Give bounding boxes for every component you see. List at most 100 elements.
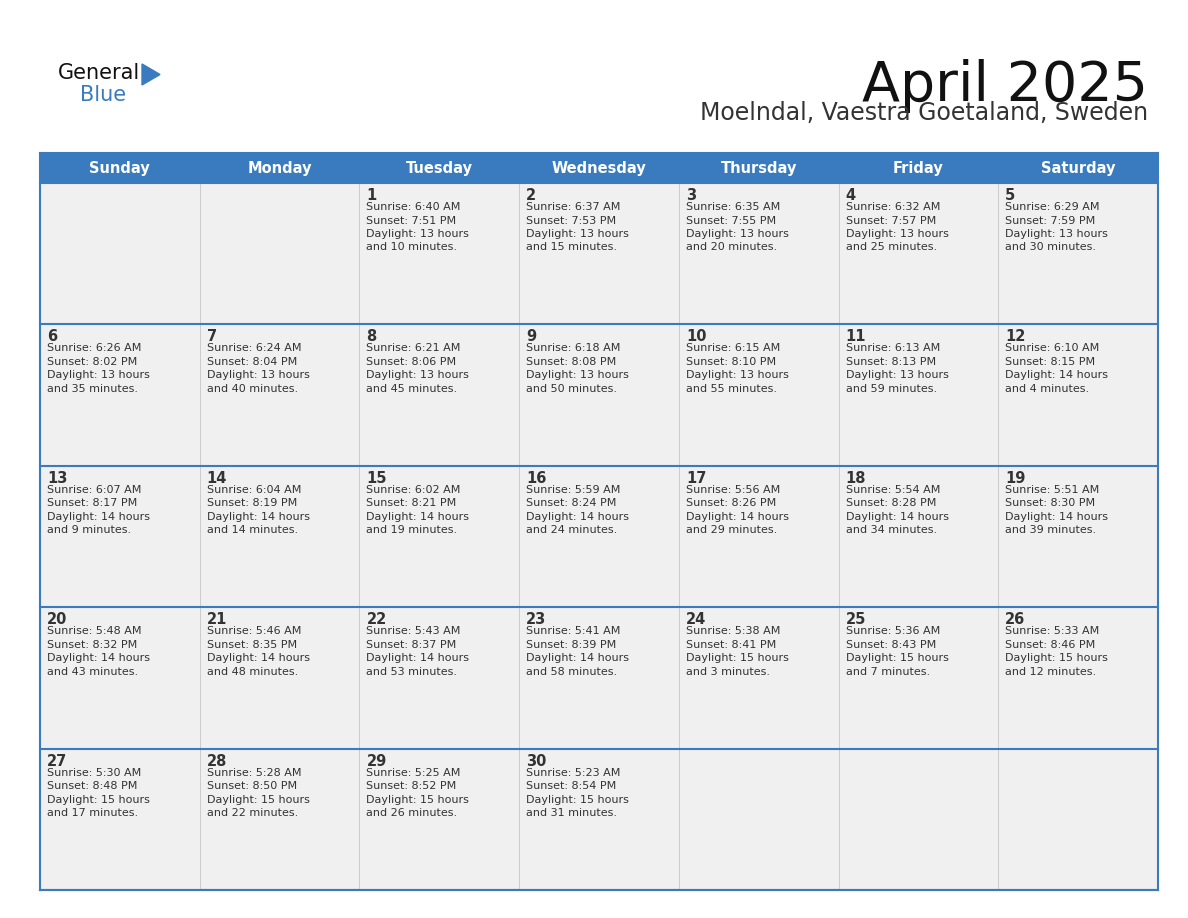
Text: Sunrise: 5:46 AM: Sunrise: 5:46 AM [207, 626, 301, 636]
Text: 15: 15 [366, 471, 387, 486]
Text: Sunset: 8:19 PM: Sunset: 8:19 PM [207, 498, 297, 509]
Text: Blue: Blue [80, 85, 126, 105]
Text: Daylight: 15 hours: Daylight: 15 hours [1005, 654, 1108, 663]
Bar [519, 183, 678, 324]
Text: Sunset: 8:48 PM: Sunset: 8:48 PM [48, 781, 138, 791]
Text: and 48 minutes.: and 48 minutes. [207, 666, 298, 677]
Text: 9: 9 [526, 330, 536, 344]
Text: and 31 minutes.: and 31 minutes. [526, 808, 617, 818]
Text: Sunset: 8:21 PM: Sunset: 8:21 PM [366, 498, 456, 509]
Text: Daylight: 15 hours: Daylight: 15 hours [207, 795, 310, 804]
Text: Sunrise: 6:35 AM: Sunrise: 6:35 AM [685, 202, 781, 212]
Text: 2: 2 [526, 188, 536, 203]
Text: Sunset: 8:24 PM: Sunset: 8:24 PM [526, 498, 617, 509]
Text: and 20 minutes.: and 20 minutes. [685, 242, 777, 252]
Text: 17: 17 [685, 471, 706, 486]
Text: Sunset: 7:55 PM: Sunset: 7:55 PM [685, 216, 776, 226]
Text: 19: 19 [1005, 471, 1025, 486]
Text: and 15 minutes.: and 15 minutes. [526, 242, 617, 252]
Bar [839, 324, 998, 465]
Text: 22: 22 [366, 612, 386, 627]
Text: Sunrise: 6:10 AM: Sunrise: 6:10 AM [1005, 343, 1100, 353]
Text: Sunrise: 5:51 AM: Sunrise: 5:51 AM [1005, 485, 1100, 495]
Text: and 4 minutes.: and 4 minutes. [1005, 384, 1089, 394]
Text: Thursday: Thursday [721, 161, 797, 175]
Text: Sunset: 8:10 PM: Sunset: 8:10 PM [685, 357, 776, 367]
Text: Sunset: 8:28 PM: Sunset: 8:28 PM [846, 498, 936, 509]
Text: 13: 13 [48, 471, 68, 486]
Text: Sunrise: 6:18 AM: Sunrise: 6:18 AM [526, 343, 620, 353]
Text: Sunset: 8:37 PM: Sunset: 8:37 PM [366, 640, 456, 650]
Text: 27: 27 [48, 754, 68, 768]
Text: Monday: Monday [247, 161, 311, 175]
Text: Tuesday: Tuesday [406, 161, 473, 175]
Text: Sunrise: 5:56 AM: Sunrise: 5:56 AM [685, 485, 781, 495]
Text: Sunset: 8:08 PM: Sunset: 8:08 PM [526, 357, 617, 367]
Text: and 10 minutes.: and 10 minutes. [366, 242, 457, 252]
Text: Daylight: 13 hours: Daylight: 13 hours [526, 370, 628, 380]
Bar [678, 153, 839, 183]
Text: Sunrise: 5:48 AM: Sunrise: 5:48 AM [48, 626, 141, 636]
Text: Sunrise: 6:04 AM: Sunrise: 6:04 AM [207, 485, 301, 495]
Text: and 45 minutes.: and 45 minutes. [366, 384, 457, 394]
Text: Daylight: 14 hours: Daylight: 14 hours [846, 512, 948, 521]
Text: Moelndal, Vaestra Goetaland, Sweden: Moelndal, Vaestra Goetaland, Sweden [700, 101, 1148, 125]
Text: Sunset: 7:57 PM: Sunset: 7:57 PM [846, 216, 936, 226]
Text: Sunset: 8:15 PM: Sunset: 8:15 PM [1005, 357, 1095, 367]
Text: and 53 minutes.: and 53 minutes. [366, 666, 457, 677]
Text: Daylight: 13 hours: Daylight: 13 hours [207, 370, 310, 380]
Text: 20: 20 [48, 612, 68, 627]
Text: Sunset: 8:43 PM: Sunset: 8:43 PM [846, 640, 936, 650]
Text: Sunrise: 5:41 AM: Sunrise: 5:41 AM [526, 626, 620, 636]
Text: Daylight: 13 hours: Daylight: 13 hours [366, 229, 469, 239]
Text: Sunrise: 5:54 AM: Sunrise: 5:54 AM [846, 485, 940, 495]
Text: 14: 14 [207, 471, 227, 486]
Bar [360, 465, 519, 607]
Text: General: General [58, 63, 140, 83]
Text: and 19 minutes.: and 19 minutes. [366, 525, 457, 535]
Text: Daylight: 15 hours: Daylight: 15 hours [846, 654, 948, 663]
Text: Sunrise: 6:37 AM: Sunrise: 6:37 AM [526, 202, 620, 212]
Text: Sunrise: 5:30 AM: Sunrise: 5:30 AM [48, 767, 141, 778]
Bar [40, 324, 200, 465]
Text: 4: 4 [846, 188, 855, 203]
Text: Sunset: 8:30 PM: Sunset: 8:30 PM [1005, 498, 1095, 509]
Text: and 43 minutes.: and 43 minutes. [48, 666, 138, 677]
Text: Daylight: 13 hours: Daylight: 13 hours [846, 370, 948, 380]
Bar [200, 153, 360, 183]
Text: Sunset: 7:51 PM: Sunset: 7:51 PM [366, 216, 456, 226]
Text: Sunrise: 5:25 AM: Sunrise: 5:25 AM [366, 767, 461, 778]
Text: Daylight: 13 hours: Daylight: 13 hours [685, 229, 789, 239]
Text: Daylight: 14 hours: Daylight: 14 hours [366, 512, 469, 521]
Text: and 7 minutes.: and 7 minutes. [846, 666, 930, 677]
Text: 23: 23 [526, 612, 546, 627]
Text: and 40 minutes.: and 40 minutes. [207, 384, 298, 394]
Text: Saturday: Saturday [1041, 161, 1116, 175]
Text: and 29 minutes.: and 29 minutes. [685, 525, 777, 535]
Text: 5: 5 [1005, 188, 1016, 203]
Text: Daylight: 15 hours: Daylight: 15 hours [526, 795, 628, 804]
Text: Sunrise: 6:15 AM: Sunrise: 6:15 AM [685, 343, 781, 353]
Bar [360, 607, 519, 748]
Bar [360, 153, 519, 183]
Bar [998, 183, 1158, 324]
Text: Daylight: 14 hours: Daylight: 14 hours [685, 512, 789, 521]
Text: 10: 10 [685, 330, 707, 344]
Bar [200, 748, 360, 890]
Text: Friday: Friday [893, 161, 943, 175]
Text: Daylight: 13 hours: Daylight: 13 hours [1005, 229, 1108, 239]
Text: April 2025: April 2025 [862, 59, 1148, 113]
Bar [998, 324, 1158, 465]
Text: Sunset: 8:26 PM: Sunset: 8:26 PM [685, 498, 776, 509]
Text: 12: 12 [1005, 330, 1025, 344]
Bar [998, 153, 1158, 183]
Text: Sunrise: 6:24 AM: Sunrise: 6:24 AM [207, 343, 302, 353]
Text: Sunrise: 6:32 AM: Sunrise: 6:32 AM [846, 202, 940, 212]
Text: Sunrise: 6:07 AM: Sunrise: 6:07 AM [48, 485, 141, 495]
Text: Sunrise: 6:13 AM: Sunrise: 6:13 AM [846, 343, 940, 353]
Bar [998, 748, 1158, 890]
Text: Sunrise: 5:28 AM: Sunrise: 5:28 AM [207, 767, 302, 778]
Bar [678, 183, 839, 324]
Text: and 24 minutes.: and 24 minutes. [526, 525, 618, 535]
Text: Sunset: 8:32 PM: Sunset: 8:32 PM [48, 640, 138, 650]
